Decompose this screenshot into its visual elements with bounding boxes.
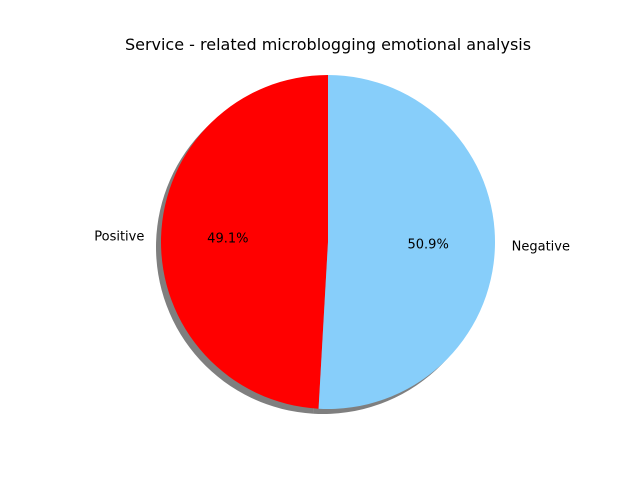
pie-slice-negative <box>318 75 495 409</box>
chart-title: Service - related microblogging emotiona… <box>125 35 531 54</box>
slice-label-positive: Positive <box>94 229 144 244</box>
percent-label-positive: 49.1% <box>207 232 248 247</box>
pie-slice-positive <box>160 75 328 409</box>
slice-label-negative: Negative <box>512 240 570 255</box>
percent-label-negative: 50.9% <box>408 237 449 252</box>
pie-slices <box>160 75 495 409</box>
pie-labels: Positive 49.1% Negative 50.9% <box>94 229 570 254</box>
